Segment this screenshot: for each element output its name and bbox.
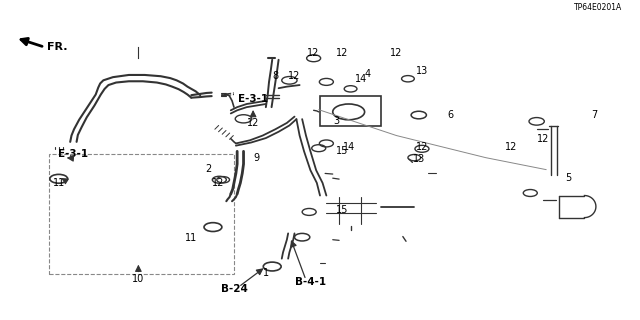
Text: 5: 5 xyxy=(565,173,572,183)
Text: 12: 12 xyxy=(537,134,549,144)
Text: FR.: FR. xyxy=(47,42,68,52)
Text: 12: 12 xyxy=(212,178,224,188)
Bar xyxy=(49,155,234,275)
Text: B-4-1: B-4-1 xyxy=(295,277,326,287)
Text: 12: 12 xyxy=(247,118,259,128)
Text: 12: 12 xyxy=(505,142,517,152)
Text: 12: 12 xyxy=(289,71,301,81)
Text: 12: 12 xyxy=(390,49,403,59)
Text: 6: 6 xyxy=(447,110,454,120)
Text: 13: 13 xyxy=(416,66,428,76)
Text: 11: 11 xyxy=(52,178,65,188)
Text: 7: 7 xyxy=(591,110,597,120)
Text: 3: 3 xyxy=(333,116,339,126)
Text: 8: 8 xyxy=(273,71,278,81)
Text: 15: 15 xyxy=(336,146,349,156)
Text: 12: 12 xyxy=(336,49,349,59)
Text: 12: 12 xyxy=(416,142,428,152)
Text: 2: 2 xyxy=(205,164,212,174)
Text: 14: 14 xyxy=(355,74,367,84)
Text: TP64E0201A: TP64E0201A xyxy=(575,4,623,12)
Text: 4: 4 xyxy=(365,69,371,79)
Text: 9: 9 xyxy=(253,153,259,163)
Text: E-3-1: E-3-1 xyxy=(58,149,88,159)
Text: 12: 12 xyxy=(307,49,320,59)
Bar xyxy=(320,96,381,126)
Text: 10: 10 xyxy=(132,274,145,284)
Text: 15: 15 xyxy=(336,205,349,215)
Text: 13: 13 xyxy=(413,154,425,164)
Text: 11: 11 xyxy=(185,233,197,243)
Text: B-24: B-24 xyxy=(221,284,248,294)
Text: 14: 14 xyxy=(342,142,355,152)
Text: 1: 1 xyxy=(263,268,269,278)
Text: E-3-1: E-3-1 xyxy=(238,94,268,104)
